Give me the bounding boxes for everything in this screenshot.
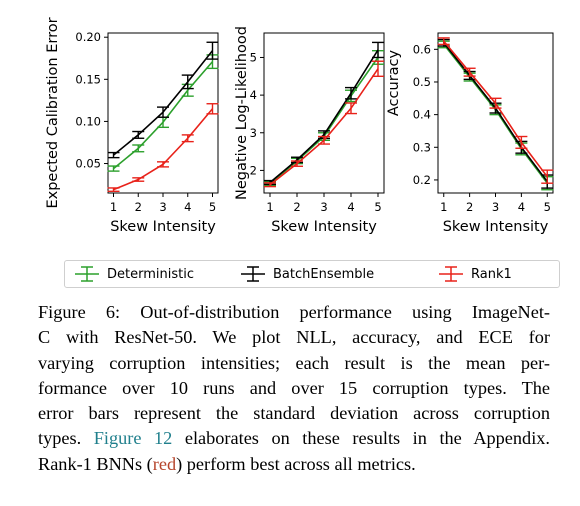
y-tick-label: 3 bbox=[250, 126, 257, 140]
legend-item-rank1: Rank1 bbox=[439, 265, 512, 283]
legend-marker-batchensemble bbox=[241, 266, 265, 282]
x-tick-label: 1 bbox=[110, 200, 117, 214]
x-tick-label: 5 bbox=[209, 200, 216, 214]
caption-text: ) perform best across all metrics. bbox=[176, 453, 416, 474]
caption-line: Figure 6: Out-of-distribution performanc… bbox=[38, 302, 550, 322]
x-tick-label: 4 bbox=[184, 200, 191, 214]
y-tick-label: 0.4 bbox=[413, 108, 431, 122]
y-tick-label: 0.20 bbox=[75, 30, 101, 44]
y-tick-label: 0.05 bbox=[75, 157, 101, 171]
legend-label: Deterministic bbox=[107, 266, 194, 282]
legend-item-batchensemble: BatchEnsemble bbox=[241, 265, 374, 283]
x-tick-label: 5 bbox=[374, 200, 381, 214]
caption-line: varying corruption intensities; each res… bbox=[38, 352, 550, 373]
x-axis-label: Skew Intensity bbox=[443, 219, 549, 235]
x-tick-label: 1 bbox=[266, 200, 273, 214]
red-word: red bbox=[152, 453, 177, 474]
figure: 0.05 0.10 0.15 0.20 1 2 3 4 5 Skew Intensity Expec… bbox=[45, 17, 554, 235]
legend: Deterministic BatchEnsemble Rank1 bbox=[64, 260, 560, 288]
charts-svg: 0.05 0.10 0.15 0.20 1 2 3 4 5 Skew Intensity Expec… bbox=[45, 17, 554, 235]
series-line-rank1 bbox=[269, 68, 379, 186]
y-tick-label: 0.6 bbox=[413, 42, 431, 56]
x-tick-label: 4 bbox=[347, 200, 354, 214]
x-tick-label: 1 bbox=[440, 200, 447, 214]
x-tick-label: 4 bbox=[518, 200, 525, 214]
caption-text: types. bbox=[38, 428, 94, 449]
caption-line: Rank-1 BNNs (red) perform best across al… bbox=[38, 452, 550, 477]
series-line-batchensemble bbox=[269, 49, 379, 184]
caption-line: formance over 10 runs and over 15 corrup… bbox=[38, 377, 550, 398]
x-axis-label: Skew Intensity bbox=[110, 219, 216, 235]
x-tick-label: 2 bbox=[466, 200, 473, 214]
y-tick-label: 0.15 bbox=[75, 72, 101, 86]
caption-line: error bars represent the standard deviat… bbox=[38, 403, 550, 424]
figure-12-link[interactable]: Figure 12 bbox=[93, 428, 173, 449]
x-axis-label: Skew Intensity bbox=[271, 219, 377, 235]
x-tick-label: 2 bbox=[293, 200, 300, 214]
caption-line: types. Figure 12 elaborates on these res… bbox=[38, 426, 550, 451]
caption-line: C with ResNet-50. We plot NLL, accuracy,… bbox=[38, 327, 550, 348]
y-tick-label: 2 bbox=[250, 163, 257, 177]
y-tick-label: 0.2 bbox=[413, 173, 431, 187]
y-tick-label: 5 bbox=[250, 50, 257, 64]
legend-item-deterministic: Deterministic bbox=[75, 265, 194, 283]
axes-frame-1 bbox=[263, 32, 385, 194]
x-tick-label: 5 bbox=[544, 200, 551, 214]
y-tick-label: 0.5 bbox=[413, 75, 431, 89]
y-tick-label: 0.10 bbox=[75, 114, 101, 128]
x-tick-label: 3 bbox=[159, 200, 166, 214]
y-tick-label: 4 bbox=[250, 88, 257, 102]
x-tick-label: 3 bbox=[492, 200, 499, 214]
y-axis-label: Expected Calibration Error bbox=[45, 17, 61, 208]
x-tick-label: 3 bbox=[320, 200, 327, 214]
y-tick-label: 0.3 bbox=[413, 140, 431, 154]
y-axis-label: Negative Log-Likelihood bbox=[234, 26, 250, 200]
legend-label: BatchEnsemble bbox=[273, 266, 375, 282]
figure-caption: Figure 6: Out-of-distribution performanc… bbox=[38, 300, 550, 477]
y-axis-label: Accuracy bbox=[386, 49, 402, 116]
x-tick-label: 2 bbox=[135, 200, 142, 214]
caption-text: elaborates on these results in the Appen… bbox=[172, 428, 550, 449]
series-line-batchensemble bbox=[112, 50, 214, 156]
legend-marker-rank1 bbox=[439, 266, 463, 282]
legend-label: Rank1 bbox=[471, 266, 512, 282]
legend-marker-deterministic bbox=[75, 266, 99, 282]
caption-text: Rank-1 BNNs ( bbox=[38, 453, 153, 474]
